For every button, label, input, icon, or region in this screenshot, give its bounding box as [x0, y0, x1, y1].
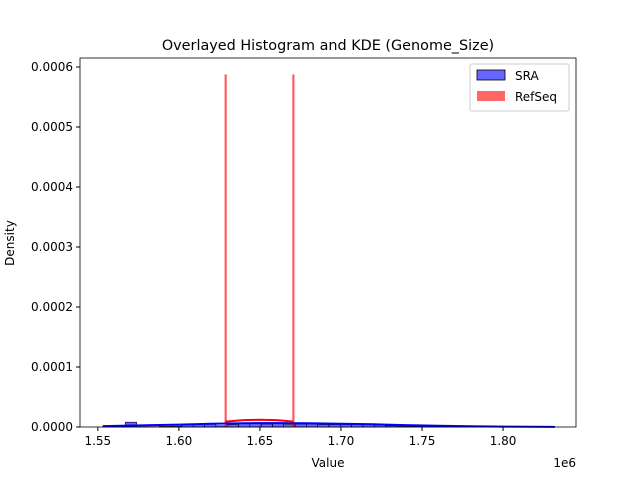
x-tick-label: 1.80 — [490, 434, 517, 448]
x-offset-label: 1e6 — [553, 456, 576, 470]
legend: SRA RefSeq — [470, 64, 569, 111]
y-tick-label: 0.0001 — [31, 360, 73, 374]
chart-title: Overlayed Histogram and KDE (Genome_Size… — [162, 38, 494, 54]
sra-bar — [261, 424, 272, 427]
y-tick-label: 0.0002 — [31, 300, 73, 314]
axes-frame — [80, 58, 576, 427]
legend-swatch-sra — [477, 70, 505, 80]
refseq-kde-line — [225, 420, 293, 422]
plot-area — [103, 75, 555, 427]
x-tick-label: 1.65 — [247, 434, 274, 448]
y-axis-label: Density — [3, 220, 17, 266]
x-tick-label: 1.60 — [166, 434, 193, 448]
y-tick-label: 0.0004 — [31, 180, 73, 194]
x-tick-label: 1.55 — [84, 434, 111, 448]
axes: 1.55 1.60 1.65 1.70 1.75 1.80 0.0000 0.0001 0.00… — [31, 58, 576, 448]
y-tick-label: 0.0005 — [31, 120, 73, 134]
y-tick-label: 0.0000 — [31, 420, 73, 434]
x-axis-label: Value — [312, 456, 345, 470]
refseq-bar — [225, 75, 227, 427]
legend-label-sra: SRA — [515, 69, 539, 83]
sra-bar — [306, 424, 317, 427]
y-tick-label: 0.0006 — [31, 60, 73, 74]
x-tick-label: 1.75 — [409, 434, 436, 448]
y-tick-label: 0.0003 — [31, 240, 73, 254]
sra-bar — [295, 424, 306, 427]
x-tick-label: 1.70 — [328, 434, 355, 448]
refseq-bar — [293, 75, 295, 427]
legend-label-refseq: RefSeq — [515, 90, 557, 104]
legend-swatch-refseq — [477, 91, 505, 101]
